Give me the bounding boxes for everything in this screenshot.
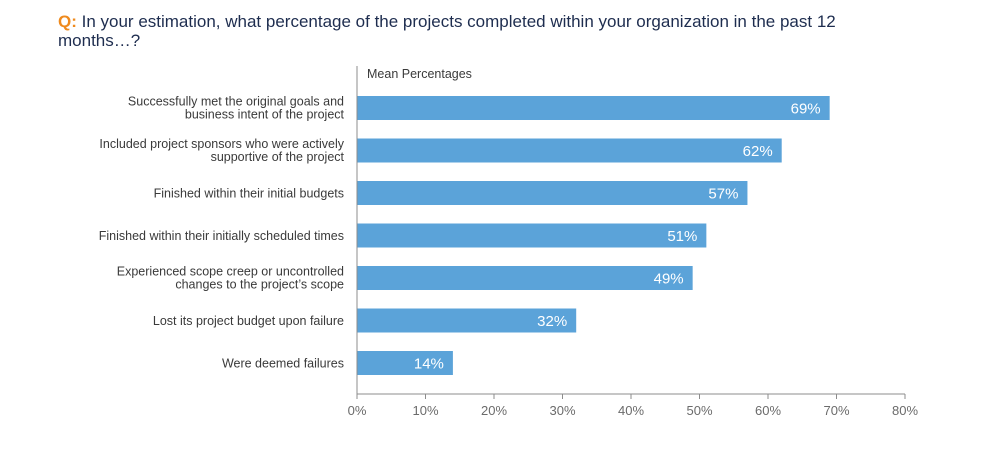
bar-3 [357,223,707,248]
value-label-5: 32% [537,313,567,330]
x-tick-label-1: 10% [412,403,438,418]
axes-group: 0% 10% 20% 30% 40% 50% 60% 70% 80% [348,66,918,418]
x-tick-label-2: 20% [481,403,507,418]
category-label-1-line-1: supportive of the project [211,150,345,164]
x-tick-label-3: 30% [549,403,575,418]
bar-5 [357,308,577,333]
category-label-3-line-0: Finished within their initially schedule… [99,229,344,243]
x-tick-label-6: 60% [755,403,781,418]
bars-group: 69% Successfully met the original goals a… [99,95,830,375]
category-label-6-line-0: Were deemed failures [222,357,344,371]
bar-0 [357,96,830,120]
bar-2 [357,181,748,205]
value-label-2: 57% [708,186,738,203]
category-label-0-line-1: business intent of the project [185,108,345,122]
category-label-1-line-0: Included project sponsors who were activ… [99,137,344,151]
question: Q: In your estimation, what percentage o… [58,12,858,50]
x-tick-label-4: 40% [618,403,644,418]
x-tick-label-5: 50% [686,403,712,418]
value-label-3: 51% [667,228,697,245]
x-tick-label-7: 70% [823,403,849,418]
category-label-0-line-0: Successfully met the original goals and [128,95,344,109]
value-label-4: 49% [654,271,684,288]
question-text: In your estimation, what percentage of t… [58,12,836,50]
y-axis-title: Mean Percentages [367,67,472,81]
question-prefix: Q: [58,12,77,31]
category-label-5-line-0: Lost its project budget upon failure [153,314,344,328]
value-label-1: 62% [743,143,773,160]
category-label-2-line-0: Finished within their initial budgets [154,187,344,201]
category-label-4-line-0: Experienced scope creep or uncontrolled [117,265,344,279]
value-label-0: 69% [791,101,821,118]
x-tick-label-8: 80% [892,403,918,418]
category-label-4-line-1: changes to the project’s scope [175,278,344,292]
bar-4 [357,266,693,290]
bar-1 [357,138,782,163]
x-tick-label-0: 0% [348,403,367,418]
value-label-6: 14% [414,356,444,373]
bar-6 [357,351,453,375]
